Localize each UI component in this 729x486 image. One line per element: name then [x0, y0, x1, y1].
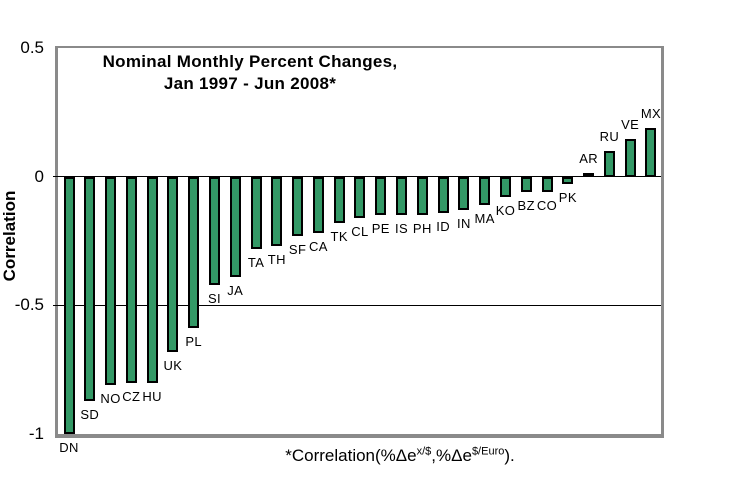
- y-tick-label--0.5: -0.5: [14, 295, 44, 315]
- bar-label-cz: CZ: [122, 388, 141, 404]
- bar-label-cl: CL: [351, 223, 369, 239]
- bar-label-hu: HU: [142, 388, 162, 404]
- bar-id: [437, 176, 449, 213]
- y-tick-label-0.5: 0.5: [20, 38, 44, 57]
- bar-in: [458, 176, 470, 211]
- chart-title-line1: Nominal Monthly Percent Changes,: [102, 52, 398, 71]
- bar-cl: [354, 176, 366, 218]
- bar-th: [271, 176, 283, 247]
- bar-ko: [499, 176, 511, 198]
- y-axis-label: Correlation: [0, 190, 19, 282]
- bar-si: [208, 176, 220, 285]
- bar-label-ta: TA: [247, 254, 265, 270]
- bar-bz: [520, 176, 532, 193]
- footnote-mid: ,%Δe: [431, 446, 472, 465]
- bar-tk: [333, 176, 345, 223]
- gridline--0.5: [53, 304, 661, 307]
- bar-label-tk: TK: [330, 228, 348, 244]
- bar-label-ma: MA: [474, 210, 495, 226]
- bar-ru: [603, 150, 615, 177]
- bar-ma: [479, 176, 491, 205]
- bar-is: [396, 176, 408, 216]
- bar-label-mx: MX: [640, 105, 662, 121]
- bar-label-bz: BZ: [517, 198, 535, 214]
- bar-no: [105, 176, 117, 386]
- bar-cz: [125, 176, 137, 383]
- bar-label-ph: PH: [412, 221, 432, 237]
- bar-label-dn: DN: [59, 440, 79, 455]
- footnote-superscript-2: $/Euro: [471, 445, 505, 458]
- bar-label-in: IN: [457, 216, 471, 232]
- bar-mx: [645, 127, 657, 177]
- bar-label-no: NO: [100, 391, 121, 407]
- bar-ta: [250, 176, 262, 249]
- bar-label-th: TH: [267, 252, 286, 268]
- bar-label-ar: AR: [579, 150, 599, 166]
- bar-dn: [63, 176, 75, 434]
- bar-pl: [188, 176, 200, 329]
- bar-label-co: CO: [536, 198, 558, 214]
- bar-label-si: SI: [207, 290, 222, 306]
- bar-ve: [624, 139, 636, 177]
- bar-label-is: IS: [395, 221, 409, 237]
- y-tick-label-0: 0: [34, 166, 44, 186]
- bar-label-ca: CA: [308, 239, 328, 255]
- bar-co: [541, 176, 553, 193]
- bar-label-ko: KO: [495, 203, 516, 219]
- chart-title: Nominal Monthly Percent Changes, Jan 199…: [70, 51, 430, 95]
- footnote-prefix: *Correlation(%Δe: [285, 446, 417, 465]
- bar-ph: [416, 176, 428, 216]
- bar-label-pe: PE: [371, 221, 390, 237]
- bar-ja: [229, 176, 241, 278]
- bar-sf: [292, 176, 304, 236]
- chart-title-line2: Jan 1997 - Jun 2008*: [163, 74, 337, 93]
- bar-label-sf: SF: [288, 241, 307, 257]
- bar-uk: [167, 176, 179, 352]
- bar-label-pk: PK: [558, 190, 577, 206]
- bar-label-ja: JA: [227, 283, 244, 299]
- footnote: *Correlation(%Δex/$,%Δe$/Euro).: [230, 446, 570, 466]
- bar-label-ve: VE: [621, 117, 640, 133]
- bar-label-id: ID: [436, 218, 451, 234]
- bar-ar: [583, 172, 595, 177]
- footnote-superscript-1: x/$: [416, 445, 432, 458]
- bar-ca: [312, 176, 324, 234]
- bar-hu: [146, 176, 158, 383]
- bar-pk: [562, 176, 574, 185]
- bar-label-uk: UK: [163, 357, 183, 373]
- bar-label-pl: PL: [185, 334, 203, 350]
- bar-pe: [375, 176, 387, 216]
- y-tick-label--1: -1: [28, 424, 44, 443]
- bar-label-ru: RU: [599, 128, 620, 144]
- bar-sd: [84, 176, 96, 401]
- footnote-suffix: ).: [504, 446, 515, 465]
- bar-label-sd: SD: [80, 406, 100, 422]
